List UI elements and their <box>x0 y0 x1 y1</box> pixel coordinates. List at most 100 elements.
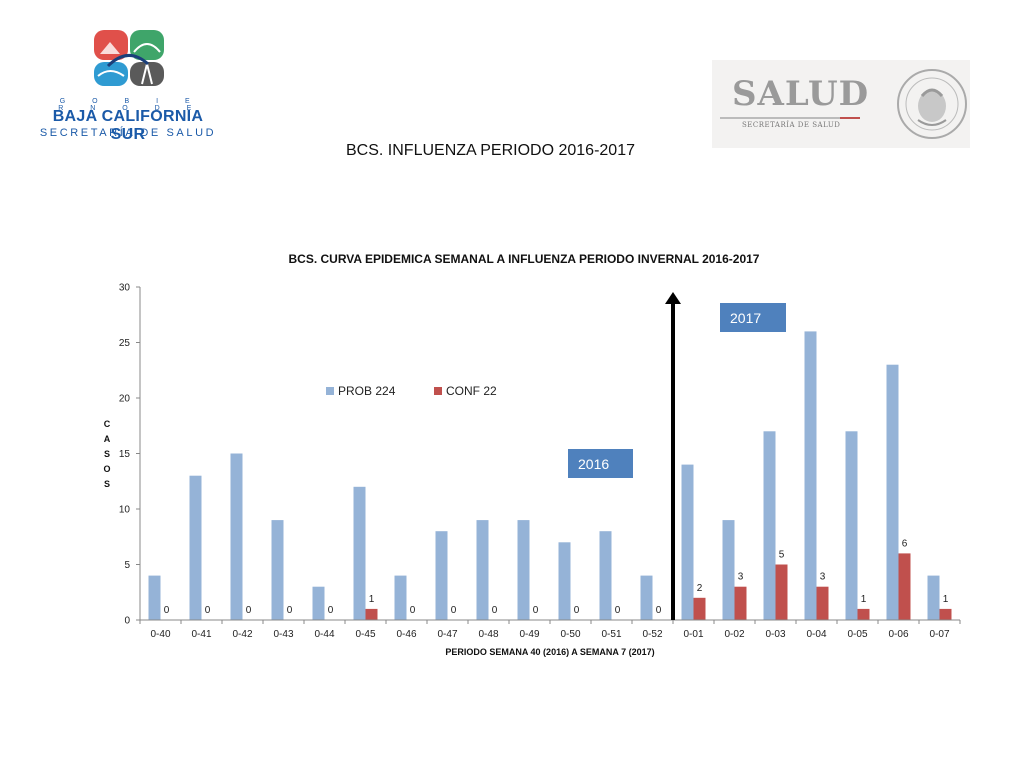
y-tick-label: 10 <box>119 505 131 516</box>
bar-prob <box>722 520 735 620</box>
bar-data-label: 0 <box>574 605 580 616</box>
x-tick-label: 0-45 <box>355 629 375 640</box>
bar-prob <box>558 542 571 620</box>
bar-data-label: 0 <box>246 605 252 616</box>
bar-prob <box>804 331 817 620</box>
logo-bcs-line3: SECRETARÍA DE SALUD <box>39 127 217 139</box>
bar-prob <box>886 364 899 620</box>
bar-data-label: 0 <box>533 605 539 616</box>
bar-prob <box>927 575 940 620</box>
bar-prob <box>845 431 858 620</box>
x-tick-label: 0-41 <box>191 629 211 640</box>
mexico-seal-icon <box>897 69 967 139</box>
bar-prob <box>394 575 407 620</box>
legend-swatch <box>434 387 442 395</box>
salud-divider-line <box>720 117 860 119</box>
y-tick-label: 20 <box>119 394 131 405</box>
x-tick-label: 0-49 <box>519 629 539 640</box>
chart-title: BCS. CURVA EPIDEMICA SEMANAL A INFLUENZA… <box>289 252 760 266</box>
bar-conf <box>898 553 911 620</box>
y-tick-label: 0 <box>124 616 130 627</box>
bar-data-label: 1 <box>861 594 867 605</box>
x-tick-label: 0-48 <box>478 629 498 640</box>
y-tick-label: 25 <box>119 338 131 349</box>
bar-conf <box>816 586 829 620</box>
bar-data-label: 0 <box>328 605 334 616</box>
bcs-emblem-icon <box>94 30 164 86</box>
x-tick-label: 0-05 <box>847 629 867 640</box>
y-axis-title-letter: S <box>104 449 110 459</box>
bar-conf <box>775 564 788 620</box>
bar-data-label: 1 <box>369 594 375 605</box>
bar-data-label: 1 <box>943 594 949 605</box>
legend-label: CONF 22 <box>446 384 497 398</box>
x-tick-label: 0-46 <box>396 629 416 640</box>
bar-data-label: 2 <box>697 583 703 594</box>
y-axis-title-letter: A <box>104 434 111 444</box>
bar-data-label: 3 <box>738 572 744 583</box>
y-axis-title-letter: S <box>104 479 110 489</box>
bar-data-label: 3 <box>820 572 826 583</box>
bar-prob <box>230 453 243 620</box>
bar-prob <box>148 575 161 620</box>
bar-data-label: 0 <box>451 605 457 616</box>
salud-logo-word: SALUD <box>732 74 870 114</box>
x-tick-label: 0-07 <box>929 629 949 640</box>
bar-data-label: 0 <box>287 605 293 616</box>
bar-prob <box>312 586 325 620</box>
x-tick-label: 0-02 <box>724 629 744 640</box>
x-tick-label: 0-04 <box>806 629 826 640</box>
bar-prob <box>517 520 530 620</box>
bar-conf <box>365 608 378 620</box>
x-tick-label: 0-06 <box>888 629 908 640</box>
x-tick-label: 0-50 <box>560 629 580 640</box>
bar-data-label: 0 <box>410 605 416 616</box>
legend-swatch <box>326 387 334 395</box>
x-tick-label: 0-51 <box>601 629 621 640</box>
bar-prob <box>353 486 366 620</box>
bar-prob <box>476 520 489 620</box>
y-tick-label: 30 <box>119 283 131 294</box>
logo-bcs-line1: G O B I E R N O D E <box>58 98 204 112</box>
logo-bcs-line2: BAJA CALIFORNIA SUR <box>52 108 204 143</box>
x-tick-label: 0-01 <box>683 629 703 640</box>
x-tick-label: 0-40 <box>150 629 170 640</box>
y-axis-title-letter: O <box>103 464 110 474</box>
y-tick-label: 15 <box>119 449 131 460</box>
x-tick-label: 0-47 <box>437 629 457 640</box>
x-tick-label: 0-03 <box>765 629 785 640</box>
bcs-government-logo: G O B I E R N O D E BAJA CALIFORNIA SUR … <box>38 26 228 146</box>
bar-data-label: 0 <box>492 605 498 616</box>
y-axis-title-letter: C <box>104 419 111 429</box>
year-annotation-box <box>720 303 786 332</box>
bar-data-label: 0 <box>656 605 662 616</box>
bar-data-label: 6 <box>902 538 908 549</box>
year-annotation-label: 2016 <box>578 456 609 472</box>
bar-conf <box>939 608 952 620</box>
bar-prob <box>763 431 776 620</box>
bar-conf <box>734 586 747 620</box>
bar-prob <box>681 464 694 620</box>
x-axis-title: PERIODO SEMANA 40 (2016) A SEMANA 7 (201… <box>445 647 654 657</box>
arrow-head-icon <box>665 292 681 304</box>
y-tick-label: 5 <box>124 560 130 571</box>
year-annotation-box <box>568 449 633 478</box>
bar-prob <box>640 575 653 620</box>
salud-logo-subtitle: SECRETARÍA DE SALUD <box>742 121 841 129</box>
salud-logo: SALUD SECRETARÍA DE SALUD <box>712 60 970 148</box>
x-tick-label: 0-52 <box>642 629 662 640</box>
x-tick-label: 0-44 <box>314 629 334 640</box>
x-tick-label: 0-42 <box>232 629 252 640</box>
bar-prob <box>435 531 448 620</box>
x-tick-label: 0-43 <box>273 629 293 640</box>
year-annotation-label: 2017 <box>730 310 761 326</box>
bar-prob <box>271 520 284 620</box>
legend-label: PROB 224 <box>338 384 396 398</box>
bar-data-label: 0 <box>615 605 621 616</box>
bar-prob <box>599 531 612 620</box>
page-title: BCS. INFLUENZA PERIODO 2016-2017 <box>346 142 635 159</box>
bar-data-label: 0 <box>205 605 211 616</box>
bar-conf <box>857 608 870 620</box>
bar-data-label: 5 <box>779 550 785 561</box>
